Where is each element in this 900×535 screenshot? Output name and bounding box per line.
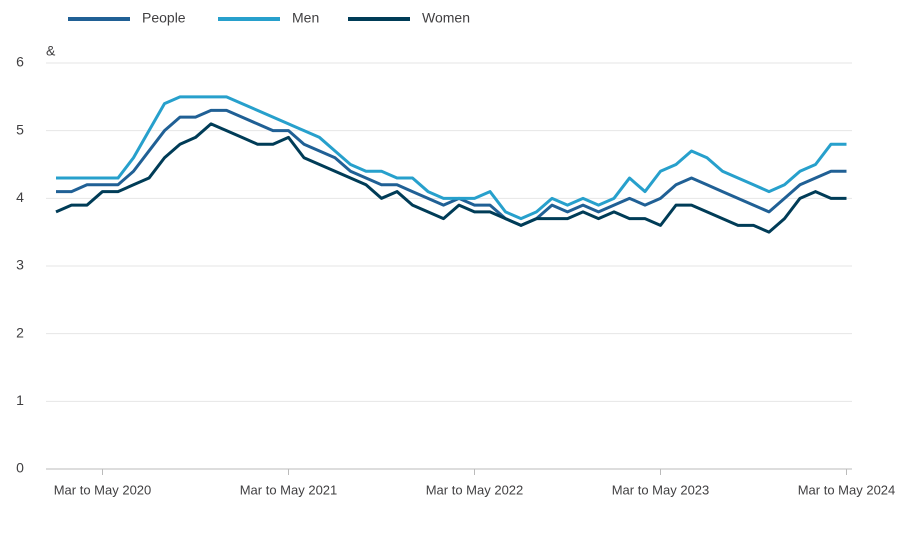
line-series — [56, 95, 847, 221]
y-tick-label: 5 — [16, 121, 24, 137]
y-tick-label: 0 — [16, 460, 24, 476]
y-tick-label: 1 — [16, 392, 24, 408]
y-tick-label: 2 — [16, 324, 24, 340]
y-axis-label: & — [46, 43, 56, 59]
line-series — [56, 108, 847, 227]
legend-label: Men — [292, 10, 319, 26]
x-tick-label: Mar to May 2024 — [798, 482, 896, 497]
legend-label: Women — [422, 10, 470, 26]
y-tick-label: 3 — [16, 257, 24, 273]
y-tick-label: 4 — [16, 189, 24, 205]
x-tick-label: Mar to May 2022 — [426, 482, 524, 497]
x-tick-label: Mar to May 2021 — [240, 482, 338, 497]
legend-label: People — [142, 10, 186, 26]
x-tick-label: Mar to May 2020 — [54, 482, 152, 497]
y-tick-label: 6 — [16, 54, 24, 70]
line-series — [55, 122, 847, 234]
x-tick-label: Mar to May 2023 — [612, 482, 710, 497]
